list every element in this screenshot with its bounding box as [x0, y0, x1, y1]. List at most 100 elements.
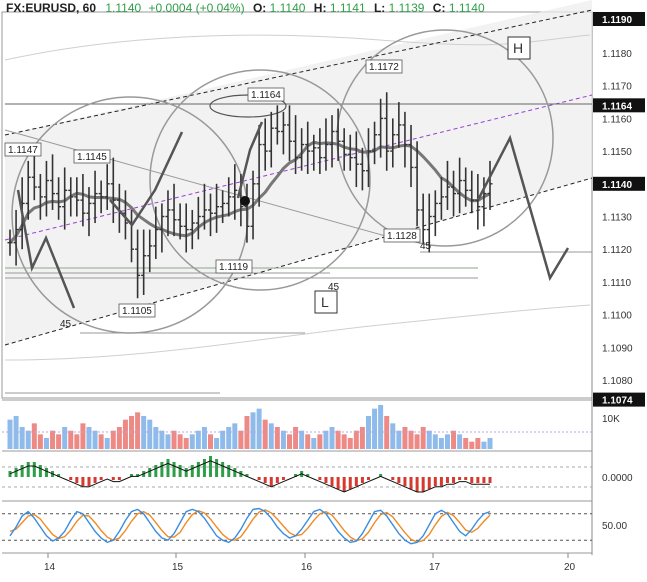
- volume-bar: [262, 419, 268, 449]
- volume-bar: [481, 441, 487, 449]
- volume-bar: [62, 427, 68, 449]
- price-tag: 1.1140: [602, 180, 632, 191]
- volume-bar: [329, 427, 335, 449]
- swing-label: 1.1105: [122, 306, 152, 317]
- channel-fill: [5, 0, 592, 345]
- volume-bar: [286, 434, 292, 449]
- time-tick: 20: [564, 562, 576, 573]
- close-label: C:: [433, 1, 446, 15]
- last-price: 1.1140: [105, 1, 141, 15]
- volume-bar: [268, 423, 274, 449]
- volume-bar: [432, 434, 438, 449]
- volume-bar: [317, 434, 323, 449]
- volume-bar: [372, 408, 378, 449]
- volume-bar: [444, 434, 450, 449]
- price-tick: 1.1110: [602, 278, 632, 289]
- time-tick: 16: [301, 562, 313, 573]
- angle-label-1: 45: [60, 319, 72, 330]
- volume-bar: [19, 427, 25, 449]
- close-value: 1.1140: [449, 1, 485, 15]
- volume-bar: [177, 434, 183, 449]
- fan-line: [4, 129, 401, 241]
- volume-bar: [220, 430, 226, 449]
- volume-bar: [110, 430, 116, 449]
- open-value: 1.1140: [270, 1, 306, 15]
- swing-label-box: [73, 149, 111, 164]
- volume-bar: [31, 423, 37, 449]
- volume-bar: [153, 427, 159, 449]
- volume-bar: [335, 430, 341, 449]
- price-tag-box: [593, 392, 645, 407]
- moving-average: [8, 140, 491, 244]
- stoch-k-line: [9, 507, 491, 545]
- forecast-mid: [109, 131, 184, 228]
- volume-bar: [98, 434, 104, 449]
- price-tick: 1.1080: [602, 376, 633, 387]
- macd-pane: 0.0000: [2, 456, 633, 493]
- volume-bar: [135, 412, 141, 449]
- macd-signal-line: [9, 460, 490, 493]
- price-tag-box: [593, 98, 645, 113]
- circle-left: [11, 96, 249, 334]
- volume-bar: [7, 419, 13, 449]
- stoch-d-line: [9, 509, 491, 543]
- volume-bar: [195, 430, 201, 449]
- forecast-right: [476, 134, 570, 282]
- forecast-arrow: [236, 121, 264, 199]
- angle-label-2: 45: [328, 282, 340, 293]
- angle-label-3: 45: [420, 241, 432, 252]
- volume-bar: [402, 427, 408, 449]
- time-axis: 14 15 16 17 20: [44, 553, 576, 573]
- swing-label: 1.1172: [369, 62, 399, 73]
- volume-bar: [208, 434, 214, 449]
- symbol-label: FX:EURUSD, 60: [6, 1, 96, 15]
- volume-bar: [183, 438, 189, 449]
- time-tick: 17: [429, 562, 441, 573]
- volume-bar: [475, 438, 481, 449]
- price-tick: 1.1090: [602, 343, 633, 354]
- volume-bar: [408, 430, 414, 449]
- channel-upper-line: [4, 9, 593, 136]
- volume-bar: [250, 412, 256, 449]
- svg-text:FX:EURUSD, 60 1.1140 +: FX:EURUSD, 60 1.1140 +0.0004 (+0.04%) O:…: [6, 1, 485, 15]
- volume-bar: [13, 416, 19, 449]
- swing-label: 1.1147: [8, 145, 38, 156]
- volume-bar: [426, 430, 432, 449]
- open-label: O:: [253, 1, 266, 15]
- price-axis: 1.1180 1.1170 1.1160 1.1150 1.1130 1.1120 1.11…: [593, 12, 645, 407]
- volume-bar: [232, 423, 238, 449]
- volume-bar: [189, 434, 195, 449]
- forecast-zigzag: [16, 121, 570, 309]
- volume-bar: [311, 438, 317, 449]
- channel-mid-line: [4, 94, 593, 241]
- volume-bar: [305, 434, 311, 449]
- volume-bar: [487, 438, 493, 449]
- volume-bar: [226, 427, 232, 449]
- low-value: 1.1139: [389, 1, 425, 15]
- volume-bar: [92, 430, 98, 449]
- price-tick: 1.1100: [602, 311, 632, 322]
- volume-bar: [347, 438, 353, 449]
- time-tick: 14: [44, 562, 56, 573]
- volume-bar: [420, 427, 426, 449]
- marker-h-box[interactable]: [507, 36, 531, 60]
- price-tick: 1.1170: [602, 82, 632, 93]
- volume-bar: [104, 438, 110, 449]
- swing-label: 1.1145: [77, 152, 107, 163]
- volume-bar: [68, 430, 74, 449]
- price-tick: 1.1160: [602, 114, 632, 125]
- volume-bar: [353, 430, 359, 449]
- volume-bar: [86, 427, 92, 449]
- marker-h: H: [513, 40, 523, 56]
- price-tag-box: [593, 12, 645, 26]
- volume-bar: [390, 423, 396, 449]
- low-label: L:: [374, 1, 385, 15]
- marker-l-box[interactable]: [314, 290, 338, 314]
- pivot-dot[interactable]: [240, 196, 250, 206]
- lower-envelope: [4, 304, 591, 361]
- volume-bar: [159, 430, 165, 449]
- volume-bar: [50, 430, 56, 449]
- volume-axis-label: 10K: [602, 414, 620, 425]
- volume-bar: [238, 430, 244, 449]
